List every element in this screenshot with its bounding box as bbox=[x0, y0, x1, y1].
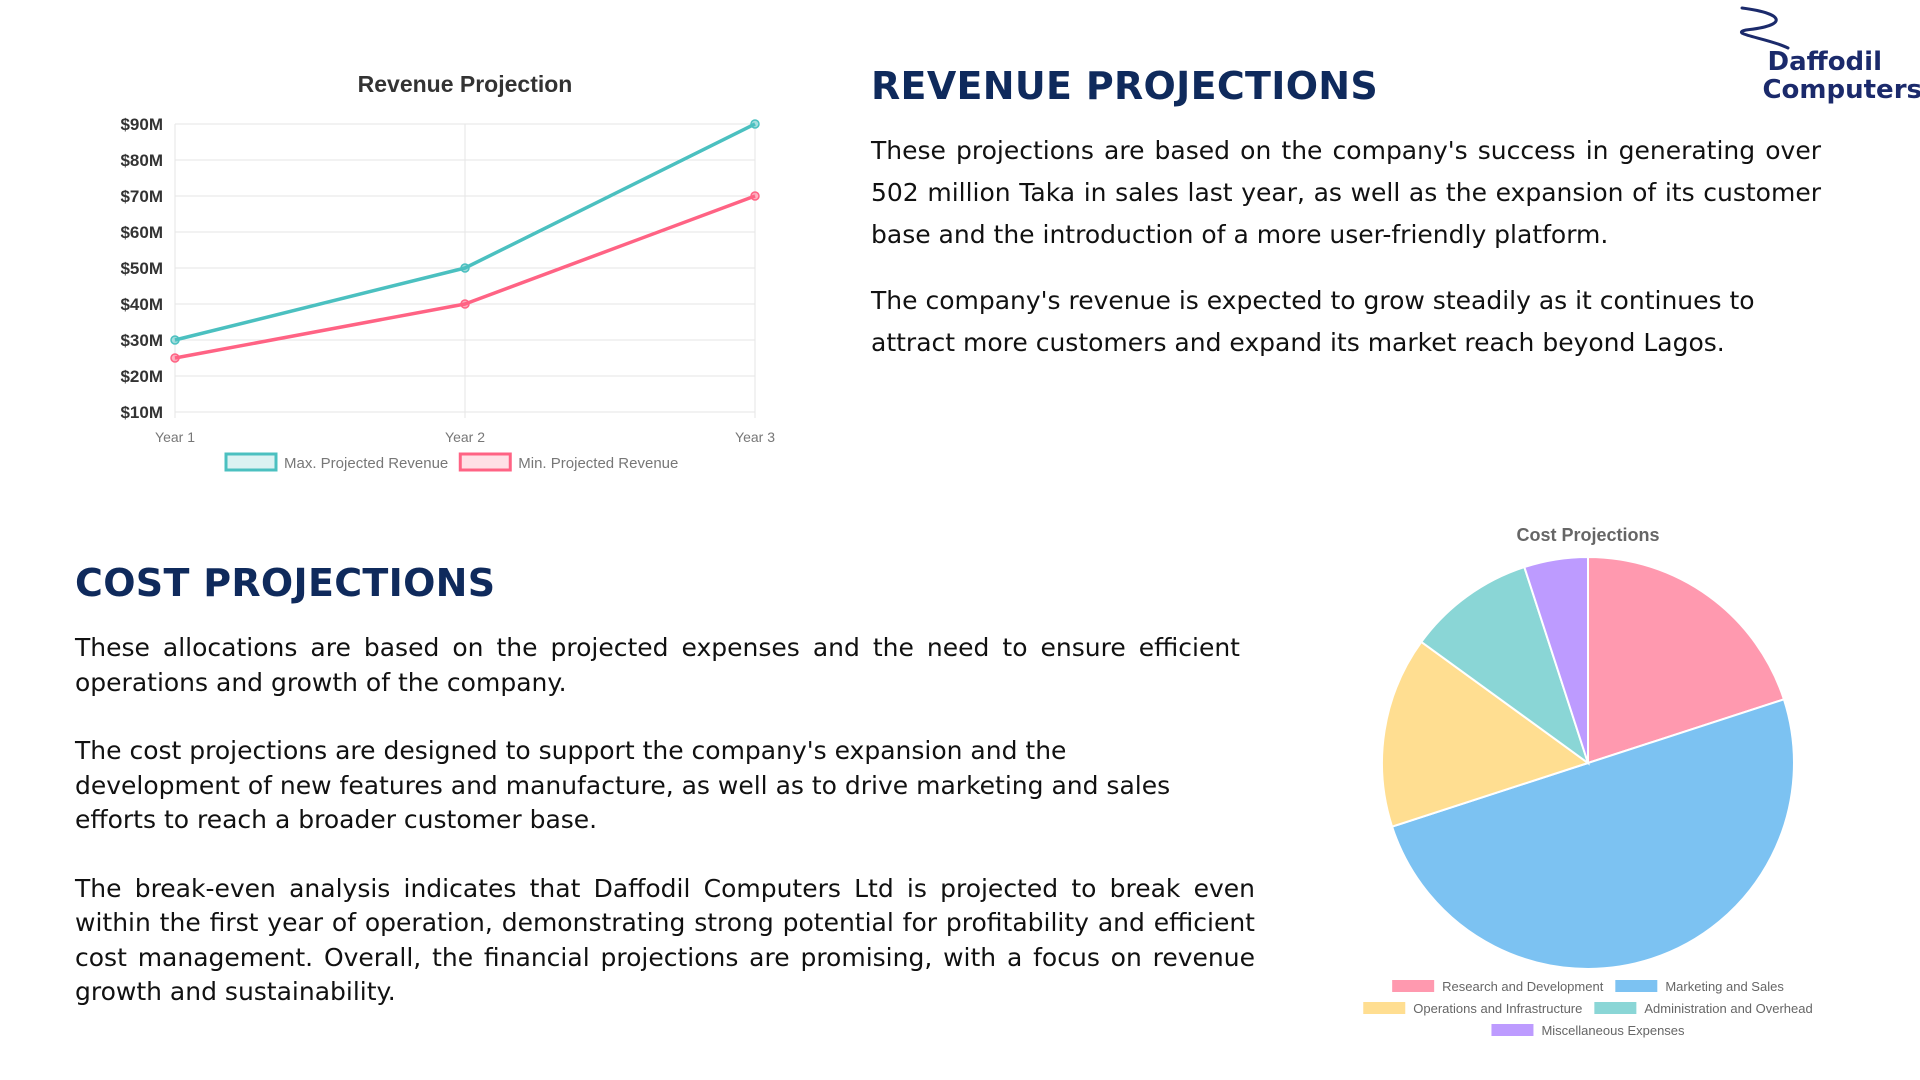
logo-swirl-icon bbox=[1740, 6, 1790, 50]
cost-section: COST PROJECTIONS These allocations are b… bbox=[75, 561, 1255, 1010]
y-tick-label: $90M bbox=[120, 115, 163, 134]
y-tick-label: $10M bbox=[120, 403, 163, 422]
data-point bbox=[460, 299, 470, 309]
data-point bbox=[170, 335, 180, 345]
y-tick-label: $30M bbox=[120, 331, 163, 350]
y-tick-label: $70M bbox=[120, 187, 163, 206]
legend-label: Operations and Infrastructure bbox=[1413, 1001, 1582, 1016]
legend-label: Marketing and Sales bbox=[1665, 979, 1784, 994]
legend-label: Miscellaneous Expenses bbox=[1541, 1023, 1685, 1038]
cost-paragraph-3: The break-even analysis indicates that D… bbox=[75, 873, 1255, 1007]
pie-slice-1 bbox=[1587, 555, 1786, 765]
revenue-paragraph-1: These projections are based on the compa… bbox=[871, 136, 1821, 249]
legend-swatch bbox=[1392, 980, 1435, 992]
data-point bbox=[750, 119, 760, 129]
y-tick-label: $50M bbox=[120, 259, 163, 278]
legend-swatch bbox=[1594, 1002, 1637, 1014]
x-tick-label: Year 1 bbox=[155, 429, 195, 445]
legend-label: Min. Projected Revenue bbox=[518, 455, 678, 472]
legend-row: Miscellaneous Expenses bbox=[1491, 1023, 1685, 1038]
x-tick-label: Year 2 bbox=[445, 429, 485, 445]
legend-label: Research and Development bbox=[1442, 979, 1604, 994]
cost-paragraph-1: These allocations are based on the proje… bbox=[75, 633, 1240, 697]
cost-paragraph-2: The cost projections are designed to sup… bbox=[75, 736, 1171, 834]
legend-label: Max. Projected Revenue bbox=[284, 455, 448, 472]
data-point bbox=[460, 263, 470, 273]
y-tick-label: $60M bbox=[120, 223, 163, 242]
legend-swatch bbox=[458, 452, 512, 472]
legend-swatch bbox=[1615, 980, 1658, 992]
cost-pie-chart: Cost Projections Research and Development… bbox=[1363, 525, 1813, 1038]
revenue-paragraph-2: The company's revenue is expected to gro… bbox=[871, 286, 1755, 357]
revenue-heading: REVENUE PROJECTIONS bbox=[871, 64, 1379, 108]
legend-label: Administration and Overhead bbox=[1644, 1001, 1812, 1016]
logo-line2: Computers bbox=[1762, 75, 1920, 105]
chart-title: Cost Projections bbox=[1516, 525, 1659, 545]
x-tick-label: Year 3 bbox=[735, 429, 775, 445]
legend-row: Research and Development Marketing and Sa… bbox=[1392, 979, 1784, 994]
y-tick-label: $20M bbox=[120, 367, 163, 386]
y-tick-label: $40M bbox=[120, 295, 163, 314]
pie-slice-2 bbox=[1390, 698, 1795, 970]
chart-title: Revenue Projection bbox=[358, 71, 573, 97]
legend-swatch bbox=[1491, 1024, 1534, 1036]
pie-slice-5 bbox=[1523, 555, 1589, 764]
pie-slice-3 bbox=[1381, 640, 1591, 828]
revenue-section: REVENUE PROJECTIONS These projections ar… bbox=[871, 64, 1821, 364]
legend-swatch bbox=[1363, 1002, 1406, 1014]
logo-line1: Daffodil bbox=[1767, 47, 1883, 77]
cost-heading: COST PROJECTIONS bbox=[75, 561, 496, 605]
pie-slice-4 bbox=[1419, 565, 1590, 766]
data-point bbox=[170, 353, 180, 363]
legend-swatch bbox=[224, 452, 278, 472]
data-point bbox=[750, 191, 760, 201]
legend-row: Operations and Infrastructure Administrat… bbox=[1363, 1001, 1813, 1016]
revenue-line-chart: Revenue Projection $90M $80M $70M $60M $50M $4… bbox=[120, 71, 775, 472]
company-logo: Daffodil Computers bbox=[1720, 4, 1920, 104]
y-tick-label: $80M bbox=[120, 151, 163, 170]
